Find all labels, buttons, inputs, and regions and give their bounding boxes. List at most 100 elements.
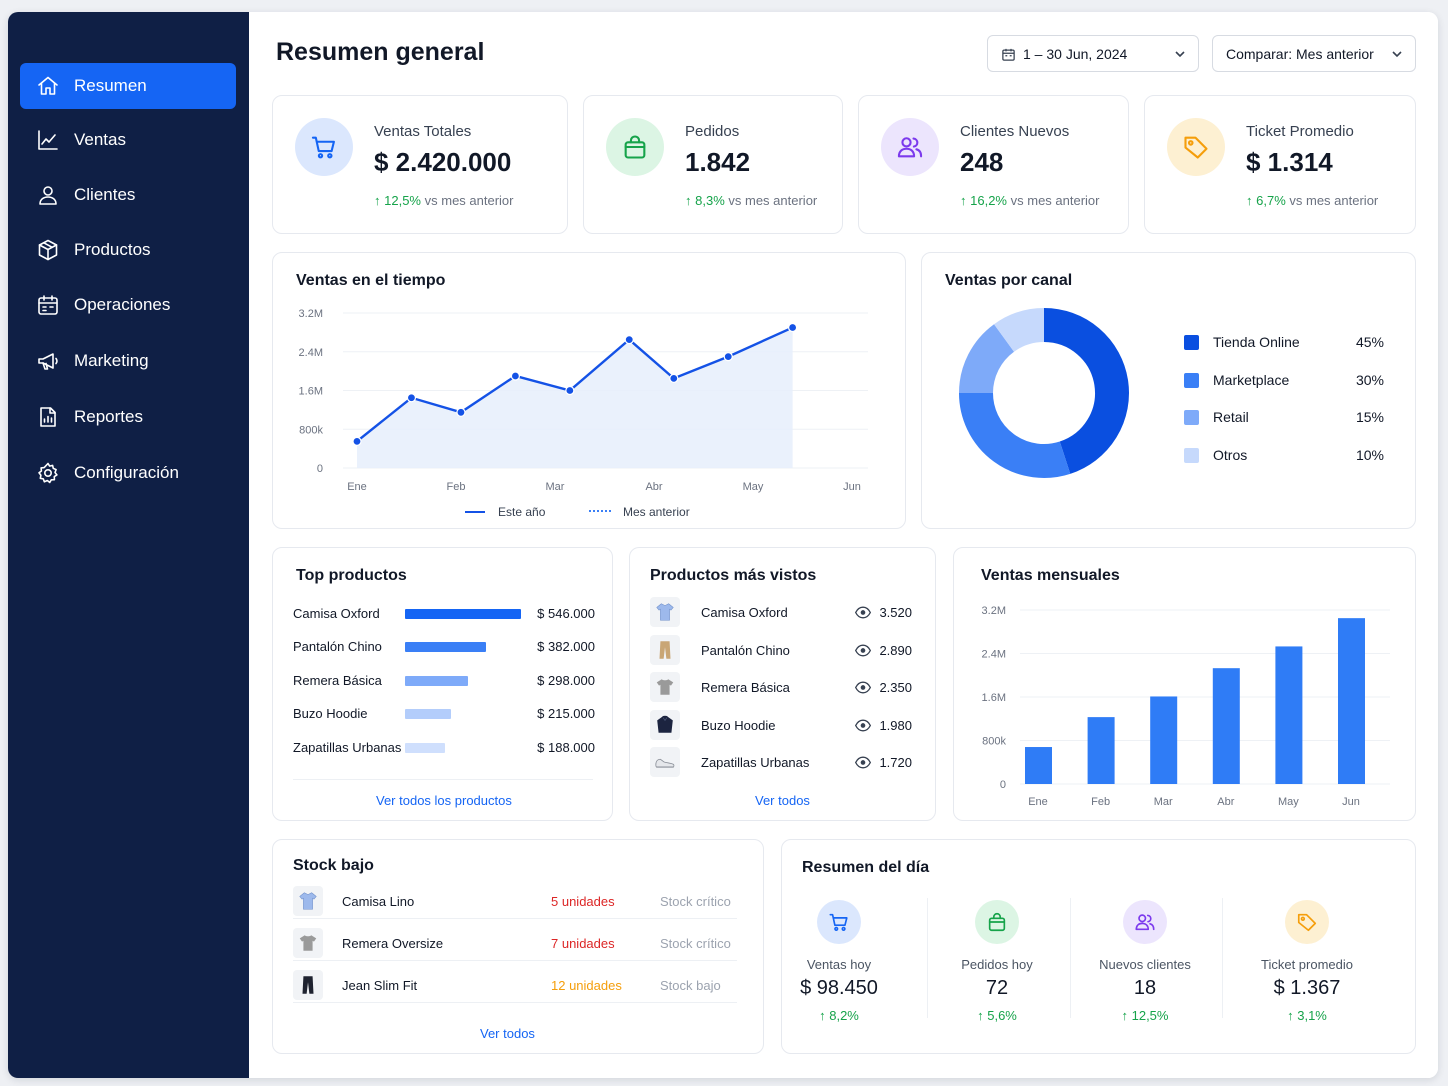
sidebar-item-resumen[interactable]: Resumen [20, 63, 236, 109]
sidebar-item-reportes[interactable]: Reportes [20, 394, 236, 440]
day-change: ↑ 5,6% [977, 1008, 1017, 1023]
product-value: $ 298.000 [537, 672, 595, 688]
view-all-stock-link[interactable]: Ver todos [480, 1026, 535, 1041]
product-bar [405, 642, 487, 653]
date-range-value: 1 – 30 Jun, 2024 [1023, 46, 1128, 62]
product-name: Pantalón Chino [293, 639, 382, 655]
data-point[interactable] [669, 373, 679, 383]
sidebar-item-productos[interactable]: Productos [20, 227, 236, 273]
donut-slice[interactable] [1043, 308, 1129, 474]
donut-slice[interactable] [959, 392, 1071, 478]
legend-swatch [1184, 410, 1199, 425]
chevron-down-icon [1175, 51, 1185, 58]
y-tick-label: 2.4M [982, 649, 1006, 661]
sidebar-item-marketing[interactable]: Marketing [20, 338, 236, 384]
date-range-select[interactable]: 1 – 30 Jun, 2024 [987, 35, 1199, 72]
bar[interactable] [1150, 696, 1178, 784]
view-count: 1.720 [879, 755, 912, 771]
sidebar-item-ventas[interactable]: Ventas [20, 117, 236, 163]
sneaker-icon [650, 747, 680, 778]
x-tick-label: Mar [546, 481, 565, 493]
hoodie-icon [650, 709, 680, 740]
cart-icon [295, 118, 353, 176]
sidebar-item-label: Resumen [74, 76, 147, 95]
kpi-card-clientes-nuevos[interactable]: Clientes Nuevos 248 ↑ 16,2% vs mes anter… [858, 95, 1129, 234]
top-product-row[interactable]: Camisa Oxford $ 546.000 [293, 605, 595, 623]
chevron-down-icon [1392, 51, 1402, 58]
top-product-row[interactable]: Buzo Hoodie $ 215.000 [293, 705, 595, 723]
viewed-product-row[interactable]: Pantalón Chino 2.890 [650, 634, 912, 667]
data-point[interactable] [510, 371, 520, 381]
kpi-card-ticket-promedio[interactable]: Ticket Promedio $ 1.314 ↑ 6,7% vs mes an… [1144, 95, 1416, 234]
product-bar [405, 709, 451, 720]
bar[interactable] [1338, 618, 1365, 784]
legend-swatch [1184, 372, 1199, 388]
kpi-card-pedidos[interactable]: Pedidos 1.842 ↑ 8,3% vs mes anterior [583, 95, 843, 234]
view-all-viewed-link[interactable]: Ver todos [755, 793, 810, 808]
tshirt-icon [650, 672, 680, 703]
card-title: Productos más vistos [650, 567, 817, 584]
sidebar-item-label: Productos [74, 240, 151, 259]
legend-percent: 45% [1355, 334, 1384, 350]
stock-row[interactable]: Camisa Lino 5 unidades Stock crítico [293, 885, 737, 919]
bar[interactable] [1275, 646, 1303, 784]
stock-row[interactable]: Remera Oversize 7 unidades Stock crítico [293, 927, 737, 961]
y-tick-label: 0 [1000, 779, 1006, 791]
compare-select[interactable]: Comparar: Mes anterior [1212, 35, 1416, 72]
arrow-up-icon: ↑ [960, 193, 971, 208]
day-change: ↑ 8,2% [819, 1008, 859, 1023]
top-product-row[interactable]: Remera Básica $ 298.000 [293, 672, 595, 690]
kpi-change: ↑ 8,3% vs mes anterior [685, 193, 818, 208]
legend-item-channel: Marketplace 30% [1184, 371, 1384, 391]
data-point[interactable] [456, 407, 466, 417]
day-value: $ 1.367 [1273, 977, 1341, 999]
sidebar-item-configuracion[interactable]: Configuración [20, 450, 236, 496]
cart-icon [817, 900, 861, 944]
donut-slice[interactable] [994, 308, 1045, 353]
x-tick-label: Jun [1342, 796, 1360, 808]
card-title: Top productos [296, 567, 407, 584]
data-point[interactable] [406, 393, 417, 403]
kpi-card-ventas-totales[interactable]: Ventas Totales $ 2.420.000 ↑ 12,5% vs me… [272, 95, 568, 234]
card-title: Ventas mensuales [981, 567, 1120, 584]
arrow-up-icon: ↑ [374, 193, 385, 208]
bar[interactable] [1025, 747, 1052, 784]
bar[interactable] [1087, 717, 1115, 784]
calendar-icon [36, 293, 60, 317]
data-point[interactable] [624, 335, 634, 345]
viewed-product-row[interactable]: Camisa Oxford 3.520 [650, 597, 912, 629]
sidebar-item-clientes[interactable]: Clientes [20, 172, 236, 218]
product-value: $ 188.000 [537, 739, 595, 755]
shirt-icon [293, 886, 323, 916]
sidebar-item-operaciones[interactable]: Operaciones [20, 282, 236, 328]
product-name: Buzo Hoodie [293, 706, 368, 722]
data-point[interactable] [565, 385, 575, 396]
y-tick-label: 0 [317, 463, 323, 475]
arrow-up-icon: ↑ [685, 193, 696, 208]
day-summary-item: Ventas hoy $ 98.450 ↑ 8,2% [769, 896, 909, 1026]
viewed-product-row[interactable]: Remera Básica 2.350 [650, 672, 912, 704]
bar[interactable] [1212, 668, 1240, 784]
sidebar-item-label: Configuración [74, 463, 179, 482]
x-tick-label: Abr [645, 481, 662, 493]
day-change: ↑ 12,5% [1121, 1008, 1169, 1023]
viewed-product-row[interactable]: Zapatillas Urbanas 1.720 [650, 747, 912, 779]
data-point[interactable] [723, 351, 733, 362]
app-window: Resumen Ventas Clientes Productos Operac… [8, 12, 1438, 1078]
arrow-up-icon: ↑ [1246, 193, 1257, 208]
legend-name: Otros [1213, 446, 1248, 463]
top-product-row[interactable]: Zapatillas Urbanas $ 188.000 [293, 739, 595, 757]
chart-line-icon [36, 128, 60, 152]
day-label: Pedidos hoy [961, 957, 1033, 972]
kpi-value: 248 [960, 147, 1004, 177]
shirt-icon [650, 597, 680, 627]
stock-row[interactable]: Jean Slim Fit 12 unidades Stock bajo [293, 969, 737, 1003]
product-name: Pantalón Chino [701, 642, 790, 658]
view-all-products-link[interactable]: Ver todos los productos [376, 793, 512, 808]
data-point[interactable] [787, 322, 798, 333]
top-product-row[interactable]: Pantalón Chino $ 382.000 [293, 638, 595, 656]
data-point[interactable] [352, 436, 362, 446]
viewed-product-row[interactable]: Buzo Hoodie 1.980 [650, 709, 912, 742]
donut-slice[interactable] [959, 324, 1015, 394]
monthly-sales-card: Ventas mensuales 0 800k 1.6M 2.4M 3.2M Ene Feb… [953, 547, 1416, 821]
